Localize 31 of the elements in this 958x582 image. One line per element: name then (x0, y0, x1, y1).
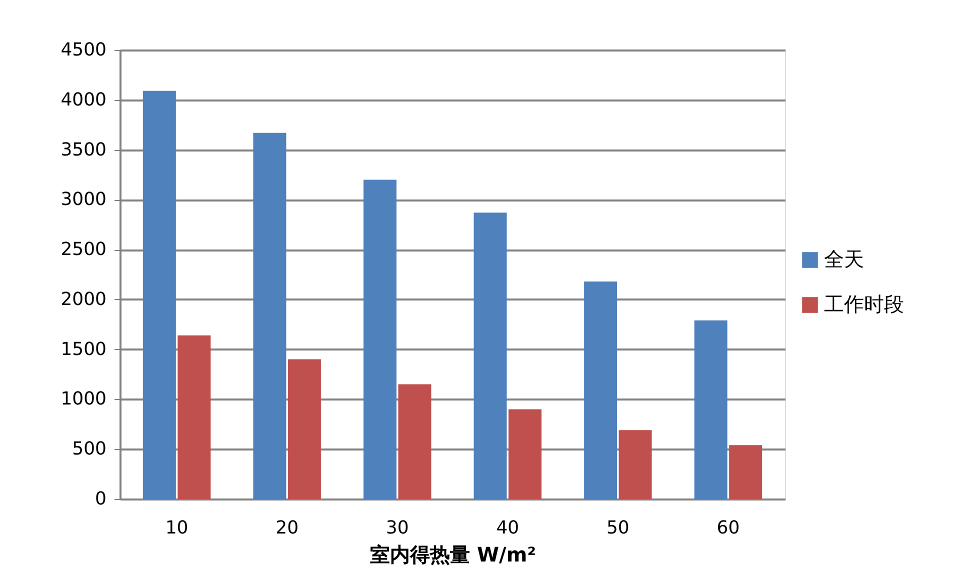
y-tick-label: 500 (72, 438, 106, 460)
x-tick-label: 60 (716, 518, 740, 538)
x-tick-label: 40 (496, 518, 520, 538)
x-tick-label: 30 (386, 518, 409, 538)
bar (474, 212, 507, 499)
bar (288, 359, 321, 499)
bar (584, 281, 618, 499)
bar (508, 409, 542, 499)
y-tick-label: 1500 (60, 338, 106, 360)
y-tick-label: 4500 (60, 40, 106, 60)
y-tick-label: 2500 (60, 239, 106, 260)
bar (253, 132, 286, 499)
legend-label: 全天 (824, 247, 864, 271)
x-tick-label: 50 (606, 518, 630, 538)
x-tick-label: 10 (165, 518, 188, 538)
y-tick-label: 3500 (60, 139, 106, 160)
x-tick-label: 20 (276, 518, 299, 538)
x-axis-title: 室内得热量 W/m² (370, 542, 536, 566)
bar (142, 90, 176, 499)
y-tick-label: 1000 (60, 388, 106, 410)
bar (398, 384, 432, 499)
y-tick-label: 0 (95, 488, 106, 510)
y-tick-label: 2000 (60, 288, 106, 310)
legend-label: 工作时段 (824, 292, 904, 316)
bar (178, 335, 211, 499)
y-tick-label: 4000 (60, 89, 106, 110)
bar (363, 180, 396, 499)
bar (694, 320, 728, 499)
bar (729, 445, 762, 499)
bar (618, 430, 652, 499)
y-tick-label: 3000 (60, 189, 106, 210)
